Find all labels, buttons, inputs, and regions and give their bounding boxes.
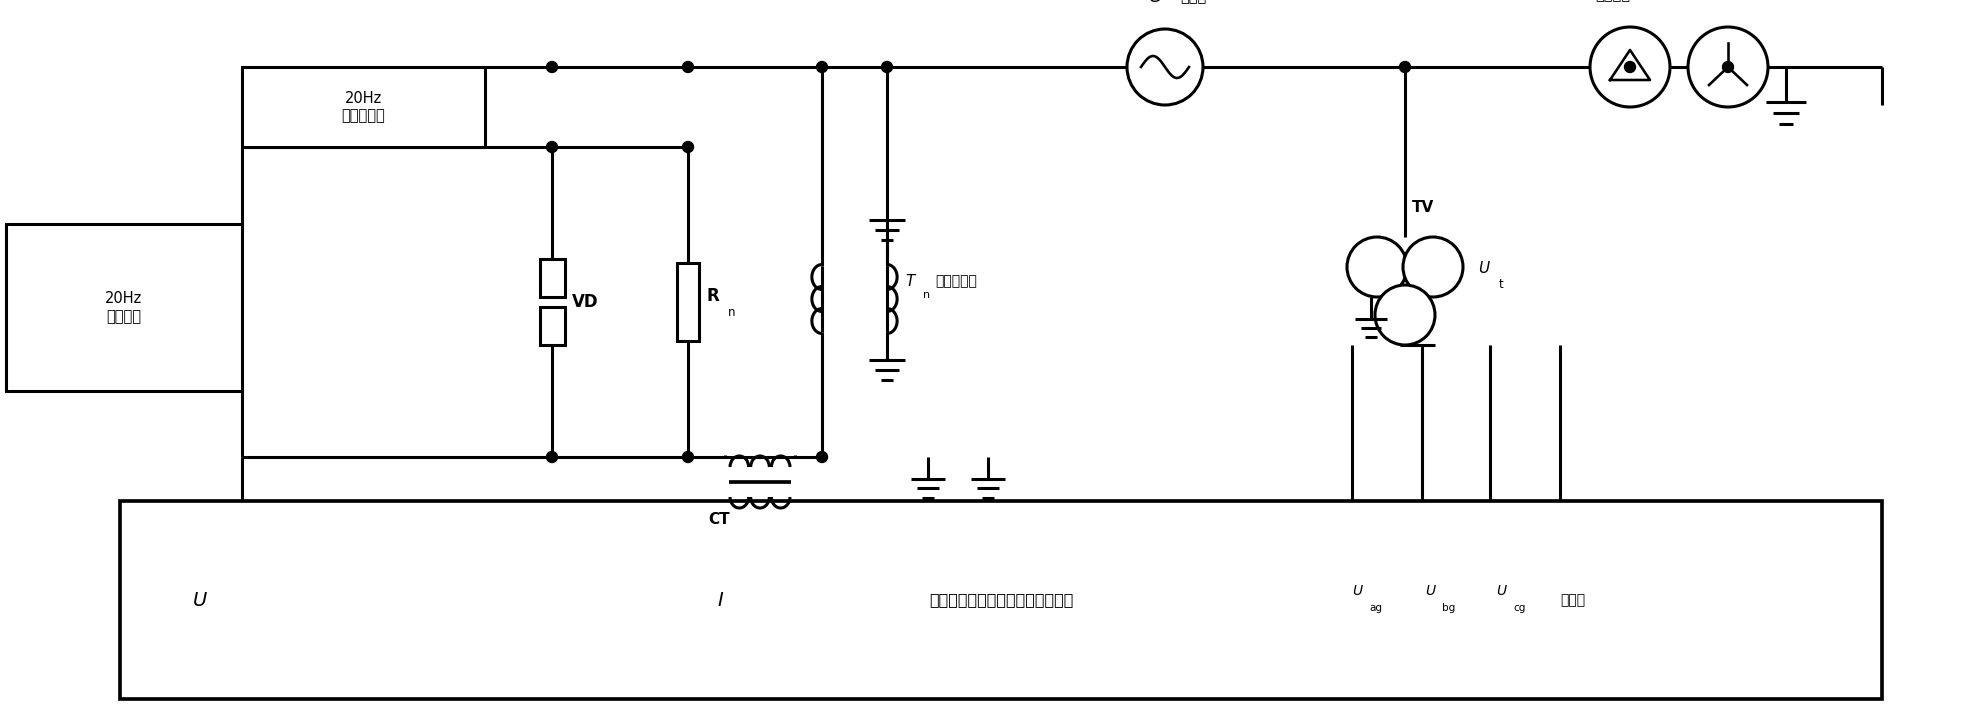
Text: U: U: [1352, 584, 1362, 598]
Text: U: U: [193, 591, 207, 610]
Circle shape: [1126, 29, 1204, 105]
Circle shape: [882, 62, 892, 72]
Bar: [540, 259, 564, 297]
Text: G: G: [1148, 0, 1162, 6]
Text: T: T: [1563, 0, 1573, 4]
Text: t: t: [1499, 277, 1503, 291]
Text: CT: CT: [707, 511, 729, 527]
Circle shape: [816, 62, 828, 72]
Text: n: n: [923, 290, 929, 300]
Bar: [119, 501, 1883, 699]
Text: R: R: [705, 287, 719, 305]
Text: 20Hz
带通滤波器: 20Hz 带通滤波器: [342, 91, 385, 123]
Circle shape: [1402, 237, 1464, 297]
Text: T: T: [906, 274, 914, 289]
Circle shape: [816, 452, 828, 462]
Circle shape: [1688, 27, 1768, 107]
Bar: [677, 263, 699, 341]
Text: 主变压器: 主变压器: [1595, 0, 1631, 3]
Circle shape: [1347, 237, 1406, 297]
Circle shape: [1400, 62, 1410, 72]
Text: cg: cg: [1513, 603, 1525, 613]
Circle shape: [546, 142, 558, 152]
Text: TV: TV: [1412, 199, 1434, 215]
Text: n: n: [729, 306, 735, 318]
Text: 公共端: 公共端: [1559, 593, 1585, 607]
Circle shape: [1625, 62, 1636, 72]
Bar: [6, 224, 242, 391]
Text: I: I: [717, 591, 723, 610]
Text: U: U: [1478, 262, 1490, 277]
Text: VD: VD: [572, 293, 598, 311]
Circle shape: [546, 452, 558, 462]
Text: bg: bg: [1442, 603, 1456, 613]
Text: ag: ag: [1368, 603, 1382, 613]
Circle shape: [1591, 27, 1670, 107]
Text: 发电机: 发电机: [1180, 0, 1206, 4]
Circle shape: [546, 62, 558, 72]
Bar: [540, 307, 564, 345]
Circle shape: [683, 452, 693, 462]
Text: 配电变压器: 配电变压器: [935, 274, 977, 288]
Circle shape: [1374, 285, 1436, 345]
Text: U: U: [1495, 584, 1505, 598]
Circle shape: [683, 62, 693, 72]
Text: 20Hz
电源装置: 20Hz 电源装置: [105, 291, 143, 324]
Bar: [242, 67, 485, 147]
Text: U: U: [1426, 584, 1436, 598]
Circle shape: [683, 142, 693, 152]
Circle shape: [1722, 62, 1734, 72]
Text: 定子单相接地保护及故障定位装置: 定子单相接地保护及故障定位装置: [929, 593, 1072, 608]
